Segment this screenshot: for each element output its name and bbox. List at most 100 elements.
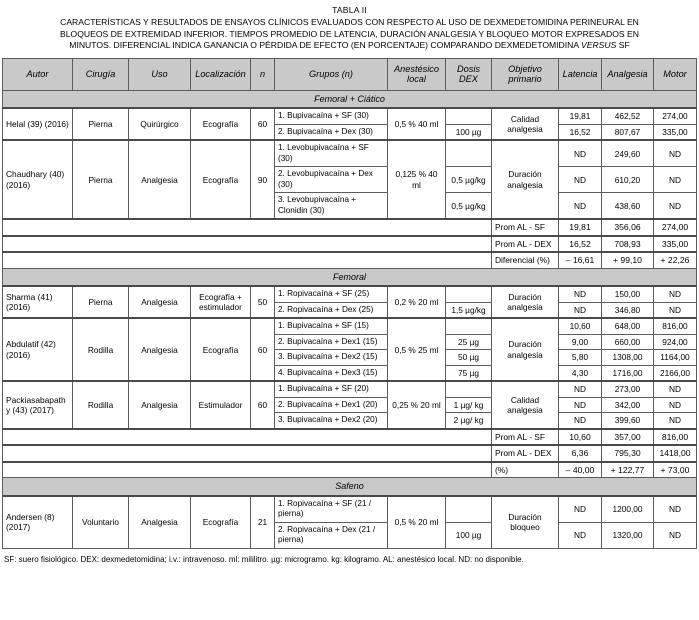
cell-dosis-dex: 100 µg bbox=[445, 521, 492, 549]
cell-anestesico-local: 0,125 % 40 ml bbox=[387, 139, 446, 220]
cell-motor: ND bbox=[653, 166, 697, 194]
cell-motor: 2166,00 bbox=[653, 364, 697, 382]
cell-objetivo-primario: Duración bloqueo bbox=[491, 494, 559, 549]
cell-autor: Packiasabapathy (43) (2017) bbox=[2, 380, 73, 430]
cell-motor: 816,00 bbox=[653, 317, 697, 335]
cell-localizacion: Ecografía + estimulador bbox=[190, 285, 251, 319]
cell-motor: ND bbox=[653, 396, 697, 414]
column-header-grupos: Grupos (n) bbox=[274, 57, 388, 91]
column-header-localizacion: Localización bbox=[190, 57, 251, 91]
cell-grupo: 2. Ropivacaína + Dex (25) bbox=[274, 301, 388, 319]
cell-motor: ND bbox=[653, 494, 697, 523]
cell-analgesia: 1320,00 bbox=[601, 521, 654, 549]
cell-motor: 924,00 bbox=[653, 333, 697, 351]
cell-latencia: ND bbox=[558, 166, 602, 194]
summary-label: Prom AL - DEX bbox=[491, 444, 559, 463]
cell-latencia: ND bbox=[558, 285, 602, 303]
cell-dosis-dex: 75 µg bbox=[445, 364, 492, 382]
cell-n: 60 bbox=[250, 107, 275, 141]
summary-latencia: 16,52 bbox=[558, 234, 602, 253]
cell-analgesia: 346,80 bbox=[601, 301, 654, 319]
caption-versus: VERSUS bbox=[581, 40, 617, 51]
cell-motor: ND bbox=[653, 192, 697, 220]
cell-autor: Andersen (8) (2017) bbox=[2, 494, 73, 549]
table-row: Packiasabapathy (43) (2017) Rodilla Analge… bbox=[2, 380, 697, 430]
cell-motor: ND bbox=[653, 285, 697, 303]
cell-dosis-dex: 0,5 µg/kg bbox=[445, 166, 492, 194]
cell-cirugia: Rodilla bbox=[72, 317, 129, 382]
summary-row: Diferencial (%) – 16,61 + 99,10 + 22,26 bbox=[2, 251, 697, 269]
summary-analgesia: + 122,77 bbox=[601, 460, 654, 479]
cell-grupo: 1. Levobupivacaína + SF (30) bbox=[274, 139, 388, 168]
cell-localizacion: Ecografía bbox=[190, 317, 251, 382]
caption-tail: SF bbox=[616, 40, 630, 51]
cell-analgesia: 249,60 bbox=[601, 139, 654, 168]
cell-analgesia: 462,52 bbox=[601, 107, 654, 125]
column-header-cirugia: Cirugía bbox=[72, 57, 129, 91]
summary-motor: + 22,26 bbox=[653, 251, 697, 269]
cell-analgesia: 273,00 bbox=[601, 380, 654, 398]
section-band: Safeno bbox=[2, 477, 697, 497]
column-header-analgesia: Analgesia bbox=[601, 57, 654, 91]
cell-objetivo-primario: Calidad analgesia bbox=[491, 380, 559, 430]
summary-analgesia: 356,06 bbox=[601, 218, 654, 237]
caption-line-3: MINUTOS. DIFERENCIAL INDICA GANANCIA O P… bbox=[69, 40, 581, 51]
cell-motor: ND bbox=[653, 301, 697, 319]
table-header-row: Autor Cirugía Uso Localización n Grupos (n) An… bbox=[2, 57, 697, 91]
cell-dosis-dex bbox=[445, 139, 492, 168]
cell-n: 90 bbox=[250, 139, 275, 220]
cell-analgesia: 1200,00 bbox=[601, 494, 654, 523]
cell-localizacion: Estimulador bbox=[190, 380, 251, 430]
cell-analgesia: 1716,00 bbox=[601, 364, 654, 382]
cell-dosis-dex: 0,5 µg/kg bbox=[445, 192, 492, 220]
cell-uso: Analgesia bbox=[128, 494, 191, 549]
summary-label: Diferencial (%) bbox=[491, 251, 559, 269]
cell-motor: 274,00 bbox=[653, 107, 697, 125]
cell-anestesico-local: 0,25 % 20 ml bbox=[387, 380, 446, 430]
cell-latencia: ND bbox=[558, 521, 602, 549]
cell-grupo: 2. Bupivacaína + Dex1 (20) bbox=[274, 396, 388, 414]
summary-motor: 816,00 bbox=[653, 427, 697, 446]
summary-spacer bbox=[2, 460, 492, 479]
cell-dosis-dex: 25 µg bbox=[445, 333, 492, 351]
cell-analgesia: 438,60 bbox=[601, 192, 654, 220]
cell-uso: Analgesia bbox=[128, 285, 191, 319]
cell-cirugia: Pierna bbox=[72, 139, 129, 220]
summary-analgesia: + 99,10 bbox=[601, 251, 654, 269]
cell-anestesico-local: 0,5 % 20 ml bbox=[387, 494, 446, 549]
section-band: Femoral bbox=[2, 267, 697, 287]
cell-uso: Analgesia bbox=[128, 139, 191, 220]
column-header-autor: Autor bbox=[2, 57, 73, 91]
table-row: Sharma (41) (2016) Pierna Analgesia Ecograf… bbox=[2, 285, 697, 319]
table-description: CARACTERÍSTICAS Y RESULTADOS DE ENSAYOS … bbox=[6, 17, 693, 52]
clinical-trials-table: Autor Cirugía Uso Localización n Grupos (n) An… bbox=[2, 57, 697, 549]
cell-analgesia: 610,20 bbox=[601, 166, 654, 194]
summary-latencia: 10,60 bbox=[558, 427, 602, 446]
cell-dosis-dex bbox=[445, 107, 492, 125]
cell-grupo: 2. Bupivacaína + Dex1 (15) bbox=[274, 333, 388, 351]
cell-grupo: 1. Bupivacaína + SF (30) bbox=[274, 107, 388, 125]
summary-spacer bbox=[2, 218, 492, 237]
summary-row: Prom AL - SF 19,81 356,06 274,00 bbox=[2, 218, 697, 237]
column-header-dosis: Dosis DEX bbox=[445, 57, 492, 91]
cell-objetivo-primario: Calidad analgesia bbox=[491, 107, 559, 141]
cell-objetivo-primario: Duración analgesia bbox=[491, 139, 559, 220]
column-header-motor: Motor bbox=[653, 57, 697, 91]
cell-analgesia: 807,67 bbox=[601, 123, 654, 141]
cell-latencia: ND bbox=[558, 396, 602, 414]
cell-autor: Sharma (41) (2016) bbox=[2, 285, 73, 319]
summary-spacer bbox=[2, 251, 492, 269]
cell-cirugia: Pierna bbox=[72, 107, 129, 141]
cell-motor: ND bbox=[653, 412, 697, 430]
cell-analgesia: 648,00 bbox=[601, 317, 654, 335]
summary-label: Prom AL - DEX bbox=[491, 234, 559, 253]
cell-cirugia: Rodilla bbox=[72, 380, 129, 430]
summary-motor: 274,00 bbox=[653, 218, 697, 237]
cell-dosis-dex: 100 µg bbox=[445, 123, 492, 141]
cell-grupo: 2. Ropivacaína + Dex (21 / pierna) bbox=[274, 521, 388, 549]
summary-spacer bbox=[2, 234, 492, 253]
cell-analgesia: 399,60 bbox=[601, 412, 654, 430]
cell-n: 21 bbox=[250, 494, 275, 549]
summary-row: (%) – 40,00 + 122,77 + 73,00 bbox=[2, 460, 697, 479]
